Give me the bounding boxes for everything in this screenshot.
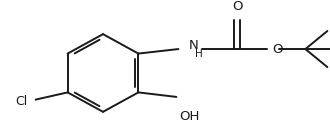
- Text: O: O: [232, 0, 243, 13]
- Text: H: H: [195, 49, 203, 59]
- Text: O: O: [272, 43, 283, 56]
- Text: Cl: Cl: [16, 95, 28, 108]
- Text: OH: OH: [180, 110, 200, 123]
- Text: N: N: [188, 39, 198, 52]
